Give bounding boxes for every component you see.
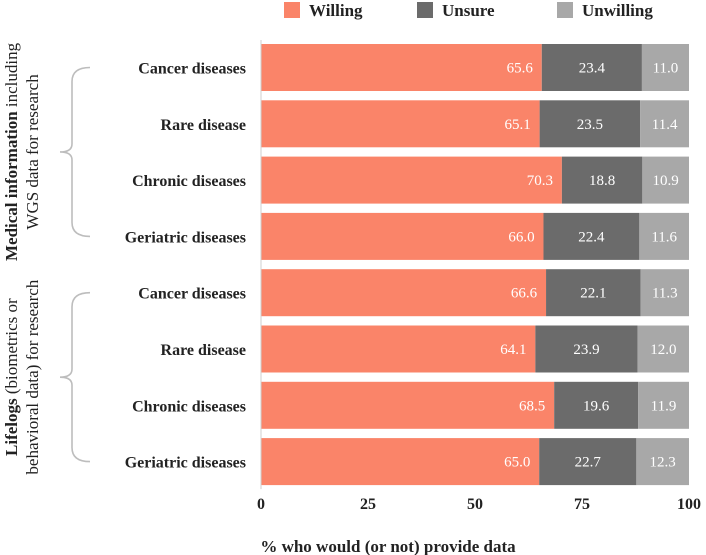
- bar-segment-unwilling: [640, 269, 689, 317]
- group-bracket: [59, 291, 91, 463]
- data-label-unsure: 22.4: [578, 229, 605, 245]
- data-label-unsure: 23.4: [579, 61, 606, 77]
- data-label-unwilling: 10.9: [653, 173, 679, 189]
- group-label-line1: Lifelogs (biometrics or: [2, 298, 21, 456]
- bar-segment-willing: [261, 212, 544, 260]
- group-label-rest: including: [2, 42, 21, 111]
- group-label-bold: Medical information: [2, 111, 21, 261]
- bar-segment-unwilling: [642, 156, 689, 204]
- bar-segment-unsure: [561, 156, 643, 204]
- bar-segment-unsure: [546, 269, 641, 317]
- bar-segment-willing: [261, 381, 555, 429]
- bar-segment-unsure: [535, 325, 638, 373]
- bar-segment-unsure: [541, 44, 642, 91]
- x-tick-label: 50: [467, 496, 483, 513]
- bar-segment-willing: [261, 156, 562, 204]
- group-label: Lifelogs (biometrics or behavioral data) …: [2, 279, 42, 474]
- data-label-unsure: 18.8: [589, 173, 615, 189]
- bar-segment-unwilling: [636, 438, 689, 486]
- group-label: Medical information including WGS data fo…: [2, 42, 42, 261]
- category-label: Geriatric diseases: [125, 455, 246, 472]
- data-label-willing: 64.1: [500, 342, 526, 358]
- data-label-unwilling: 12.0: [650, 342, 676, 358]
- bar-segment-unsure: [539, 100, 641, 148]
- bar-segment-unsure: [543, 212, 640, 260]
- legend: Willing Unsure Unwilling: [284, 1, 653, 20]
- bar-segment-willing: [261, 44, 542, 91]
- category-label: Cancer diseases: [138, 61, 246, 78]
- legend-swatch-willing: [284, 2, 300, 18]
- x-tick-label: 25: [360, 496, 376, 513]
- group-bracket: [59, 66, 91, 238]
- legend-swatch-unwilling: [557, 2, 573, 18]
- bar-segment-unwilling: [638, 381, 689, 429]
- bar-segment-willing: [261, 438, 540, 486]
- x-axis: 0 25 50 75 100: [257, 40, 701, 513]
- group-label-line2: behavioral data) for research: [23, 279, 42, 474]
- data-label-unsure: 23.5: [577, 117, 603, 133]
- legend-swatch-unsure: [417, 2, 433, 18]
- x-axis-label: % who would (or not) provide data: [260, 537, 516, 555]
- group-label-line1: Medical information including: [2, 42, 21, 261]
- legend-label-willing: Willing: [309, 1, 363, 20]
- bar-segment-unwilling: [640, 100, 689, 148]
- bars: 65.6 23.4 11.0 65.1 23.5 11.4 70.3 18.8 10.9 66.0…: [261, 44, 689, 486]
- group-label-rest: (biometrics or: [2, 298, 21, 398]
- category-label: Geriatric diseases: [125, 229, 246, 246]
- category-labels: Cancer diseases Rare disease Chronic disea…: [125, 61, 246, 472]
- bar-segment-unsure: [554, 381, 639, 429]
- bar-segment-willing: [261, 100, 540, 148]
- data-label-unsure: 22.7: [575, 455, 602, 471]
- data-label-unwilling: 11.6: [651, 229, 677, 245]
- legend-label-unwilling: Unwilling: [582, 1, 653, 20]
- bar-segment-unwilling: [641, 44, 689, 91]
- data-label-willing: 65.6: [507, 61, 534, 77]
- data-label-unsure: 19.6: [583, 398, 610, 414]
- data-label-willing: 65.0: [504, 455, 530, 471]
- x-tick-label: 100: [677, 496, 701, 513]
- bar-segment-unsure: [539, 438, 637, 486]
- data-label-unsure: 23.9: [573, 342, 599, 358]
- data-label-unsure: 22.1: [580, 286, 606, 302]
- x-tick-label: 0: [257, 496, 265, 513]
- legend-label-unsure: Unsure: [442, 1, 495, 20]
- group-labels: Medical information including WGS data fo…: [2, 42, 42, 474]
- data-label-willing: 68.5: [519, 398, 545, 414]
- category-label: Chronic diseases: [132, 398, 246, 415]
- category-label: Rare disease: [161, 117, 246, 134]
- category-label: Chronic diseases: [132, 173, 246, 190]
- data-label-willing: 65.1: [505, 117, 531, 133]
- data-label-willing: 70.3: [527, 173, 553, 189]
- bar-segment-unwilling: [639, 212, 689, 260]
- group-brackets: [59, 66, 91, 463]
- bar-segment-willing: [261, 269, 547, 317]
- data-label-unwilling: 11.9: [651, 398, 677, 414]
- data-label-unwilling: 11.3: [652, 286, 678, 302]
- category-label: Rare disease: [161, 342, 246, 359]
- bar-segment-willing: [261, 325, 536, 373]
- group-label-bold: Lifelogs: [2, 398, 21, 456]
- bar-segment-unwilling: [637, 325, 689, 373]
- data-label-unwilling: 12.3: [650, 455, 676, 471]
- group-label-line2: WGS data for research: [23, 74, 42, 230]
- data-label-willing: 66.6: [511, 286, 538, 302]
- data-label-willing: 66.0: [508, 229, 534, 245]
- data-label-unwilling: 11.0: [653, 61, 679, 77]
- category-label: Cancer diseases: [138, 286, 246, 303]
- x-tick-label: 75: [574, 496, 590, 513]
- data-label-unwilling: 11.4: [652, 117, 678, 133]
